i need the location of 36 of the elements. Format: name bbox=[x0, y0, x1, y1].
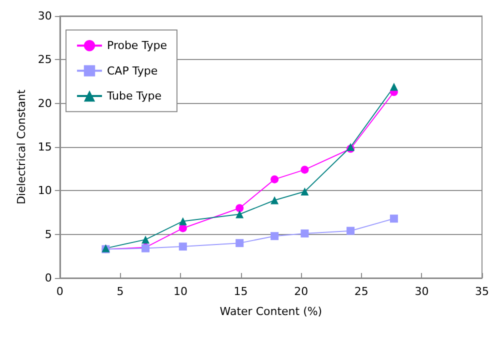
x-axis-title: Water Content (%) bbox=[220, 305, 322, 318]
legend-label: Probe Type bbox=[107, 39, 168, 52]
x-tick-label: 15 bbox=[234, 285, 248, 298]
x-tick-label: 30 bbox=[414, 285, 429, 298]
y-tick-label: 20 bbox=[38, 96, 52, 110]
point bbox=[346, 226, 355, 235]
point bbox=[178, 242, 187, 251]
y-tick-label: 25 bbox=[38, 53, 52, 66]
point bbox=[270, 196, 279, 204]
point bbox=[390, 214, 398, 223]
y-tick-label: 5 bbox=[44, 228, 52, 241]
point bbox=[178, 224, 187, 232]
point bbox=[390, 82, 398, 91]
x-tick-label: 20 bbox=[294, 285, 308, 298]
point bbox=[236, 210, 244, 218]
y-axis-title: Dielectrical Constant bbox=[15, 88, 28, 204]
y-tick-label: 15 bbox=[38, 140, 52, 154]
point bbox=[178, 217, 187, 226]
x-tick-label: 10 bbox=[174, 285, 188, 298]
point bbox=[300, 166, 309, 174]
y-tick-label: 10 bbox=[38, 184, 52, 198]
legend-label: Tube Type bbox=[106, 90, 162, 102]
point bbox=[142, 236, 150, 244]
point bbox=[300, 229, 309, 238]
y-tick-label: 0 bbox=[44, 272, 52, 284]
point bbox=[236, 204, 244, 212]
x-tick-label: 5 bbox=[116, 285, 124, 298]
x-tick-label: 35 bbox=[475, 285, 489, 298]
x-tick-label: 0 bbox=[56, 285, 64, 298]
legend-label: CAP Type bbox=[107, 64, 158, 78]
x-tick-label: 25 bbox=[354, 285, 368, 298]
point bbox=[300, 188, 309, 196]
point bbox=[236, 239, 244, 248]
point bbox=[270, 175, 279, 184]
point bbox=[270, 232, 279, 240]
y-tick-label: 30 bbox=[38, 10, 52, 22]
